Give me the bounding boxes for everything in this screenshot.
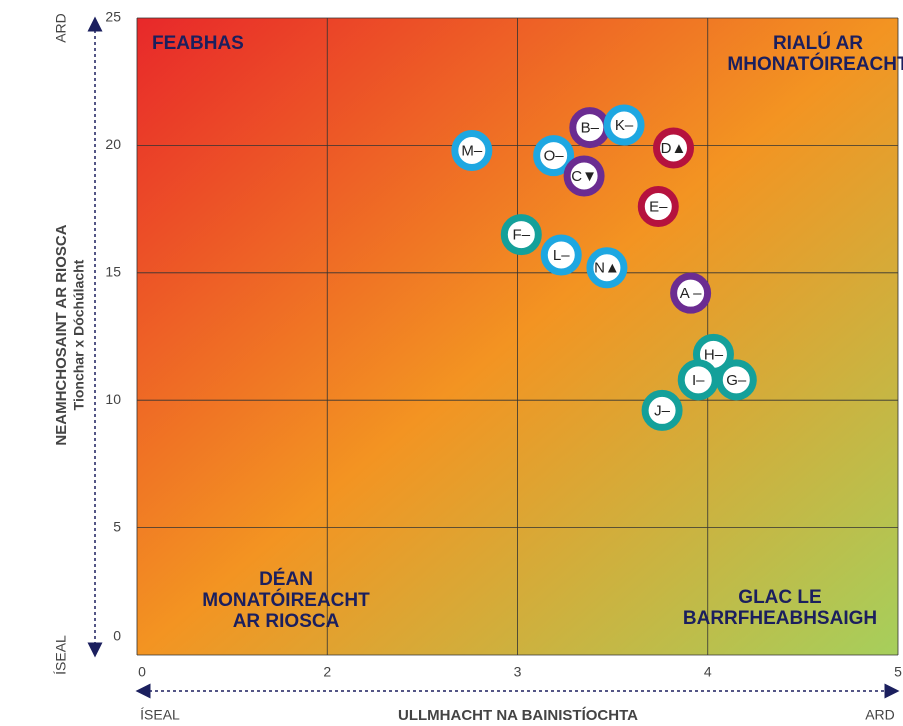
y-tick-label: 0 [113,628,121,644]
quadrant-label: GLAC LE [738,587,821,608]
quadrant-label: AR RIOSCA [233,611,340,632]
point [451,129,493,171]
quadrant-label: MHONATÓIREACHT [727,53,903,75]
x-tick-label: 4 [704,664,712,680]
quadrant-label: MONATÓIREACHT [202,589,370,611]
y-sublabel: Tionchar x Dóchúlacht [71,259,87,410]
y-low: ÍSEAL [53,635,69,675]
y-label: NEAMHCHOSAINT AR RIOSCA [53,224,70,445]
point [653,127,695,169]
quadrant-label: BARRFHEABHSAIGH [683,608,877,629]
point-label: A – [680,285,702,302]
point [715,359,757,401]
quadrant-label: FEABHAS [152,33,244,54]
point-label: H– [704,346,724,363]
quadrant-label: DÉAN [259,568,313,590]
x-low: ÍSEAL [140,707,180,723]
y-tick-label: 10 [105,391,121,407]
point-label: L– [553,247,570,264]
y-tick-label: 20 [105,136,121,152]
x-tick-label: 2 [323,664,331,680]
point-label: M– [461,142,482,159]
y-tick-label: 5 [113,518,121,534]
point [637,186,679,228]
point-label: O– [544,148,565,165]
point [563,155,605,197]
point [586,247,628,289]
point-label: J– [654,402,671,419]
y-high: ARD [53,13,69,43]
point [677,359,719,401]
point-label: E– [649,199,668,216]
point-label: N▲ [594,260,620,277]
y-tick-label: 25 [105,9,121,25]
point [641,389,683,431]
point-label: D▲ [661,140,687,157]
point [540,234,582,276]
point-label: K– [615,117,634,134]
point [670,272,712,314]
x-tick-label: 3 [514,664,522,680]
point-label: C▼ [571,168,597,185]
x-high: ARD [865,707,895,723]
point [500,214,542,256]
point-label: I– [692,372,705,389]
point-label: F– [513,227,531,244]
point [603,104,645,146]
quadrant-label: RIALÚ AR [773,32,863,54]
point [533,135,575,177]
y-tick-label: 15 [105,264,121,280]
x-label: ULLMHACHT NA BAINISTÍOCHTA [398,707,638,724]
x-tick-label: 0 [138,664,146,680]
point-label: G– [726,372,747,389]
point-label: B– [581,120,600,137]
x-tick-label: 5 [894,664,902,680]
